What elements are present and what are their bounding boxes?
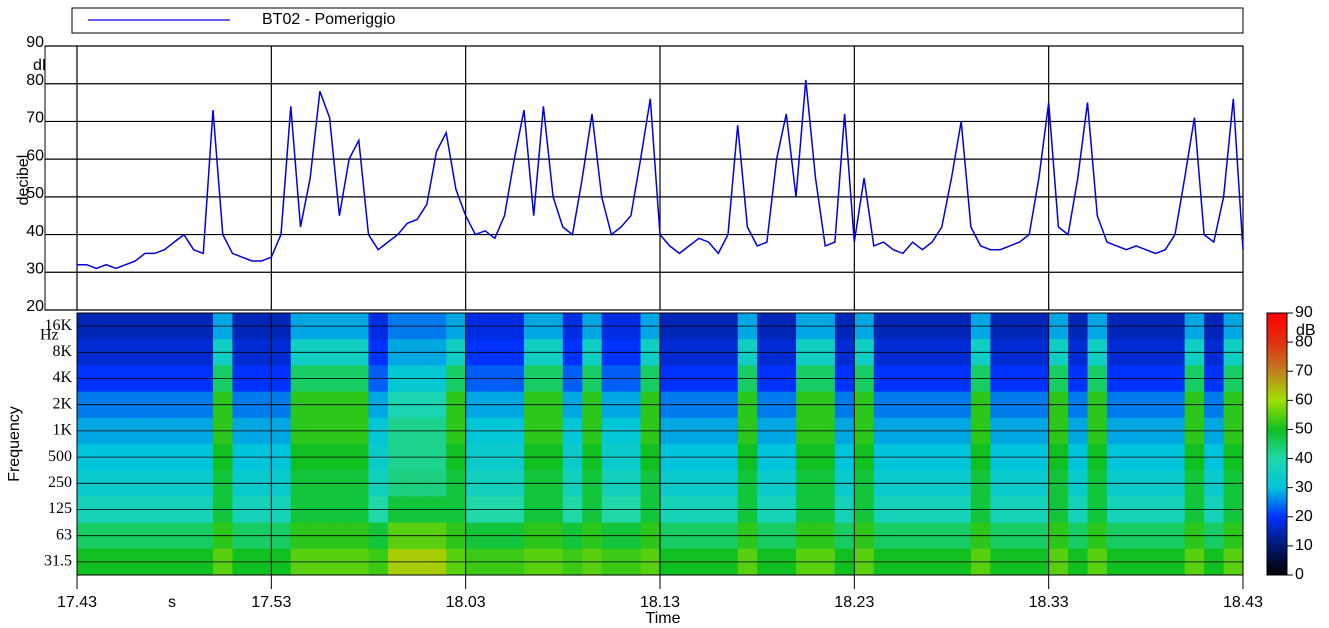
x-tick-label: 17.53: [251, 594, 291, 611]
y-tick-label: 125: [48, 500, 72, 517]
y-tick-label: 60: [26, 147, 44, 164]
y-tick-label: 63: [56, 526, 72, 543]
colorbar-tick-label: 70: [1295, 362, 1313, 379]
colorbar-tick-label: 40: [1295, 450, 1313, 467]
y-axis-label: Frequency: [6, 406, 23, 482]
y-axis-label: decibel: [15, 155, 32, 206]
colorbar-tick-label: 20: [1295, 508, 1313, 525]
x-tick-label: 18.33: [1029, 594, 1069, 611]
y-tick-label: 500: [48, 448, 72, 465]
x-unit: s: [168, 594, 176, 611]
legend-box: [71, 7, 1244, 34]
colorbar-tick-label: 50: [1295, 421, 1313, 438]
colorbar-tick-label: 10: [1295, 537, 1313, 554]
plot-frame: [44, 45, 1244, 311]
x-tick-label: 17.43: [57, 594, 97, 611]
y-tick-label: 90: [26, 34, 44, 51]
x-tick-label: 18.23: [834, 594, 874, 611]
y-tick-label: 250: [48, 474, 72, 491]
y-tick-label: 70: [26, 110, 44, 127]
x-tick-label: 18.43: [1223, 594, 1263, 611]
x-axis-label: Time: [646, 610, 681, 627]
colorbar-tick-label: 30: [1295, 479, 1313, 496]
colorbar-tick-label: 80: [1295, 333, 1313, 350]
y-tick-label: 4K: [52, 369, 72, 386]
x-tick-label: 18.13: [640, 594, 680, 611]
data-line: [77, 79, 1244, 270]
y-tick-label: 16K: [44, 317, 72, 334]
colorbar-tick-label: 90: [1295, 304, 1313, 321]
y-unit: Hz: [40, 327, 59, 344]
y-tick-label: 1K: [52, 422, 72, 439]
y-tick-label: 2K: [52, 395, 72, 412]
y-tick-label: 40: [26, 223, 44, 240]
y-tick-label: 8K: [52, 343, 72, 360]
plot-frame: [76, 312, 1244, 576]
y-tick-label: 80: [26, 72, 44, 89]
legend-label: BT02 - Pomeriggio: [262, 11, 395, 28]
colorbar-tick-label: 0: [1295, 566, 1304, 583]
colorbar-tick-label: 60: [1295, 392, 1313, 409]
y-tick-label: 20: [26, 298, 44, 315]
colorbar: [1266, 312, 1288, 576]
y-tick-label: 30: [26, 261, 44, 278]
y-tick-label: 50: [26, 185, 44, 202]
x-tick-label: 18.03: [446, 594, 486, 611]
colorbar-unit: dB: [1296, 322, 1316, 339]
y-tick-label: 31.5: [44, 553, 72, 570]
